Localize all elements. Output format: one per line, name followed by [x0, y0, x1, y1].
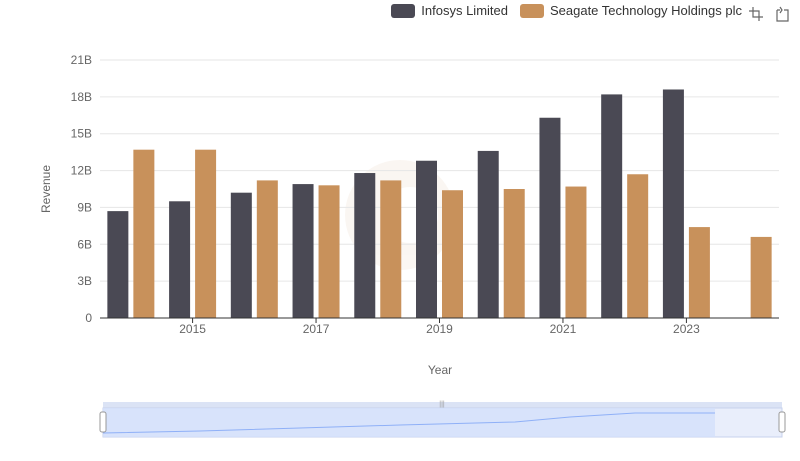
- data-zoom-slider[interactable]: |||: [99, 401, 786, 438]
- bar-seagate-2018[interactable]: [380, 180, 402, 318]
- legend-label-infosys: Infosys Limited: [421, 3, 508, 18]
- y-tick-label: 3B: [77, 274, 92, 288]
- bar-seagate-2015[interactable]: [195, 149, 217, 318]
- toolbox: [748, 6, 790, 22]
- bar-seagate-2020[interactable]: [503, 189, 525, 318]
- y-tick-label: 9B: [77, 200, 92, 214]
- x-tick-label: 2015: [179, 322, 206, 336]
- y-tick-label: 21B: [71, 53, 92, 67]
- bar-seagate-2016[interactable]: [256, 180, 278, 318]
- bar-seagate-2021[interactable]: [565, 186, 587, 318]
- x-axis-label: Year: [428, 363, 452, 377]
- bar-infosys-2015[interactable]: [169, 201, 191, 318]
- zoom-icon[interactable]: [748, 6, 764, 22]
- bar-seagate-2024[interactable]: [750, 236, 772, 318]
- legend-swatch-seagate: [519, 3, 544, 18]
- legend-item-seagate[interactable]: Seagate Technology Holdings plc: [519, 3, 742, 18]
- bar-infosys-2019[interactable]: [416, 160, 437, 318]
- restore-icon[interactable]: [774, 6, 790, 22]
- bar-infosys-2016[interactable]: [230, 192, 252, 318]
- y-tick-label: 15B: [71, 127, 92, 141]
- bar-infosys-2014[interactable]: [107, 211, 129, 318]
- legend: Infosys Limited Seagate Technology Holdi…: [391, 3, 742, 18]
- bar-infosys-2020[interactable]: [477, 150, 499, 318]
- y-tick-label: 12B: [71, 164, 92, 178]
- x-tick-label: 2017: [303, 322, 330, 336]
- y-tick-label: 6B: [77, 237, 92, 251]
- bar-infosys-2018[interactable]: [354, 173, 376, 318]
- bar-seagate-2019[interactable]: [442, 190, 463, 318]
- zoom-handle-left[interactable]: [99, 411, 107, 433]
- bar-infosys-2023[interactable]: [662, 89, 684, 318]
- zoom-handle-right[interactable]: [778, 411, 786, 433]
- legend-item-infosys[interactable]: Infosys Limited: [391, 3, 508, 18]
- bar-seagate-2017[interactable]: [318, 185, 340, 318]
- zoom-preview-line: [102, 412, 715, 434]
- bar-infosys-2017[interactable]: [292, 184, 314, 318]
- bar-seagate-2014[interactable]: [133, 149, 155, 318]
- x-tick-label: 2019: [426, 322, 453, 336]
- zoom-top-bar[interactable]: [103, 402, 782, 408]
- bar-seagate-2022[interactable]: [627, 174, 649, 318]
- x-tick-label: 2021: [550, 322, 577, 336]
- bar-seagate-2023[interactable]: [688, 227, 710, 318]
- legend-label-seagate: Seagate Technology Holdings plc: [549, 3, 742, 18]
- y-tick-label: 0: [85, 311, 92, 325]
- y-tick-label: 18B: [71, 90, 92, 104]
- zoom-grip-icon: |||: [439, 401, 445, 408]
- bar-infosys-2021[interactable]: [539, 117, 561, 318]
- x-tick-label: 2023: [673, 322, 700, 336]
- y-axis-label: Revenue: [39, 165, 53, 213]
- zoom-selected-range[interactable]: [103, 408, 715, 437]
- bar-infosys-2022[interactable]: [601, 94, 623, 319]
- legend-swatch-infosys: [391, 3, 416, 18]
